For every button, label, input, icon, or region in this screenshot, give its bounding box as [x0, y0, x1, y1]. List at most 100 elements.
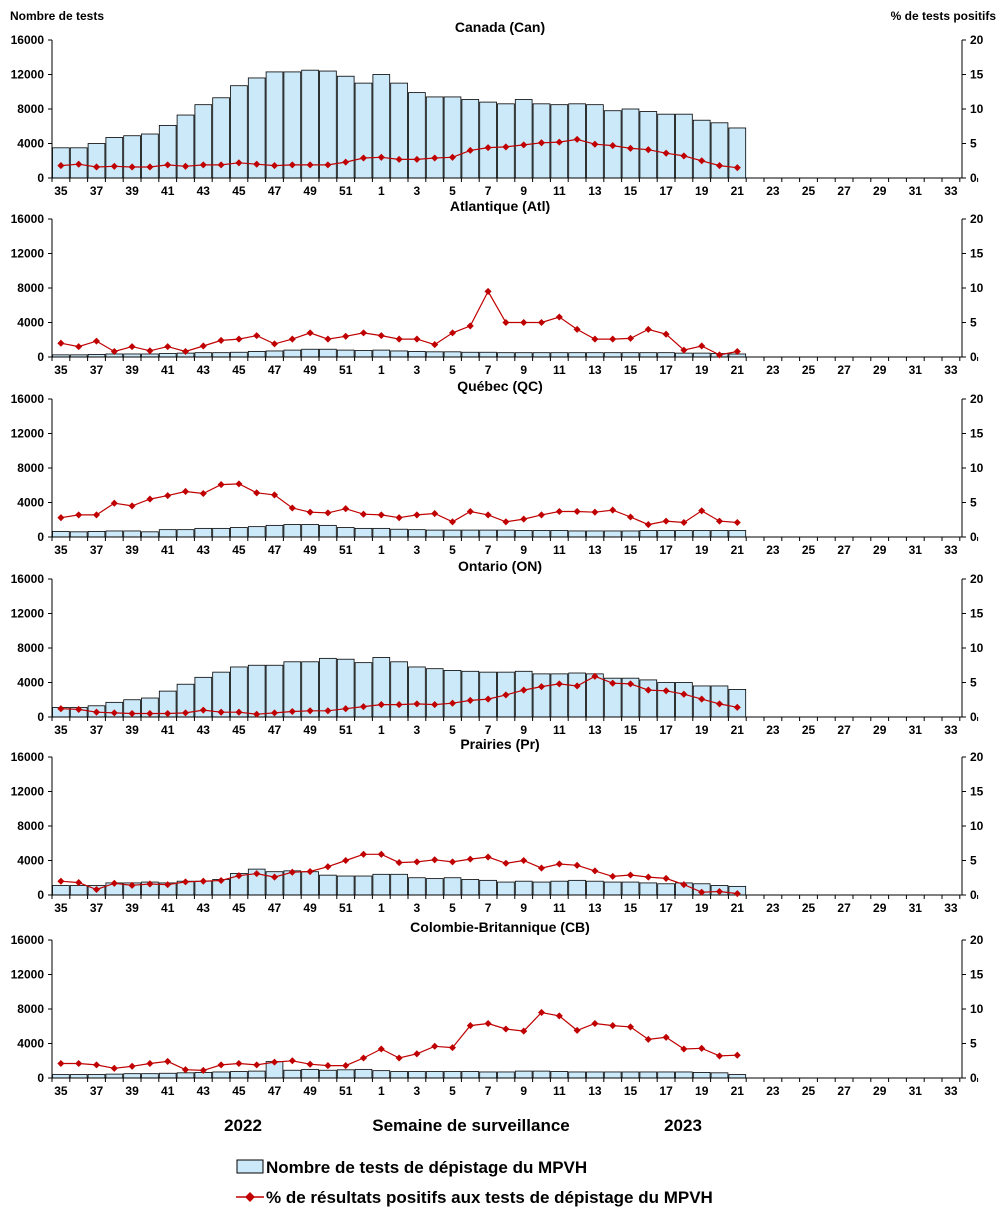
x-tick-label: 43 [197, 723, 211, 737]
positivity-point [484, 1019, 492, 1028]
positivity-point [537, 683, 546, 691]
x-tick-label: 3 [414, 543, 421, 557]
positivity-point [680, 346, 688, 354]
bar [675, 530, 693, 538]
x-tick-label: 9 [520, 184, 527, 198]
bar [105, 530, 124, 538]
bar [639, 882, 658, 896]
positivity-point [306, 707, 314, 715]
x-tick-label: 35 [54, 723, 68, 737]
y-tick-label-left: 8000 [17, 281, 44, 295]
positivity-point [377, 511, 385, 519]
y-tick-label-right: 15 [970, 68, 984, 82]
y-tick-label-right: 10 [970, 461, 984, 475]
positivity-point [626, 1023, 635, 1031]
x-tick-label: 51 [339, 363, 353, 377]
bar [194, 352, 213, 358]
bar [105, 137, 124, 179]
x-tick-label: 25 [802, 723, 816, 737]
x-tick-label: 33 [944, 901, 958, 915]
bar [603, 352, 622, 358]
x-tick-label: 1 [378, 901, 385, 915]
x-tick-label: 7 [485, 901, 492, 915]
bar [550, 352, 569, 358]
y-tick-label-right: 10 [970, 102, 984, 116]
bar [443, 96, 462, 179]
positivity-point [377, 332, 385, 340]
bar [336, 527, 355, 538]
y-tick-label-right: 20 [970, 572, 984, 586]
positivity-point [306, 329, 314, 337]
panel-5: Colombie-Britannique (CB) 0 4000 8000 12000 1… [11, 919, 984, 1098]
y-axis-right-label: % de tests positifs [891, 9, 997, 23]
positivity-point [57, 514, 65, 522]
bar [514, 99, 533, 179]
y-tick-label-left: 0 [37, 350, 44, 364]
x-tick-label: 11 [553, 184, 566, 198]
bar [639, 679, 658, 718]
x-tick-label: 13 [588, 723, 602, 737]
x-tick-label: 19 [695, 543, 709, 557]
x-tick-label: 47 [268, 1084, 282, 1098]
positivity-point [466, 1022, 474, 1030]
bar [354, 527, 373, 538]
bar [675, 682, 693, 718]
y-tick-label-left: 4000 [17, 854, 44, 868]
x-tick-label: 41 [161, 723, 175, 737]
x-tick-label: 39 [125, 1084, 139, 1098]
positivity-point [270, 162, 279, 170]
x-tick-label: 9 [520, 723, 527, 737]
bar [230, 1071, 248, 1079]
y-tick-label-left: 4000 [17, 496, 44, 510]
y-tick-label-right: 20 [970, 212, 984, 226]
positivity-point [164, 492, 172, 500]
positivity-point [146, 1059, 154, 1068]
positivity-point [253, 160, 261, 168]
positivity-point [591, 508, 599, 516]
positivity-point [448, 699, 457, 707]
bar [354, 875, 373, 896]
positivity-point [57, 1059, 65, 1068]
bar [568, 1071, 586, 1079]
x-tick-label: 13 [588, 184, 602, 198]
positivity-point [448, 518, 457, 526]
panel-title: Ontario (ON) [458, 558, 542, 574]
positivity-point [235, 1059, 243, 1068]
positivity-point [110, 1064, 118, 1072]
bar [514, 880, 533, 896]
positivity-point [128, 1062, 136, 1070]
positivity-point [448, 153, 457, 161]
positivity-point [609, 872, 617, 880]
y-tick-label-right: 15 [970, 968, 984, 982]
panel-4: Prairies (Pr)040008000120001600005101520… [11, 736, 984, 915]
positivity-point [270, 491, 279, 499]
positivity-point [270, 709, 279, 717]
bar [425, 1071, 444, 1079]
bar [657, 883, 675, 896]
x-tick-label: 29 [873, 901, 887, 915]
x-tick-label: 19 [695, 723, 709, 737]
panel-3: Ontario (ON)0400080001200016000051015203… [11, 558, 984, 737]
positivity-point [698, 888, 706, 896]
positivity-line [60, 1011, 738, 1072]
bar [301, 1068, 319, 1079]
y-tick-label-left: 8000 [17, 819, 44, 833]
x-tick-label: 27 [837, 363, 851, 377]
positivity-point [484, 287, 492, 295]
x-tick-label: 19 [695, 363, 709, 377]
positivity-point [270, 340, 279, 348]
x-tick-label: 13 [588, 363, 602, 377]
bar [568, 672, 586, 718]
bar [443, 877, 462, 896]
bar [390, 350, 408, 358]
positivity-point [502, 691, 510, 699]
positivity-point [555, 1012, 563, 1020]
bar [87, 1074, 106, 1079]
positivity-point [342, 1062, 350, 1070]
y-tick-label-left: 8000 [17, 102, 44, 116]
positivity-point [431, 1042, 439, 1050]
bar [372, 74, 391, 179]
bar [283, 349, 302, 358]
positivity-point [253, 489, 261, 497]
positivity-point [662, 687, 670, 695]
